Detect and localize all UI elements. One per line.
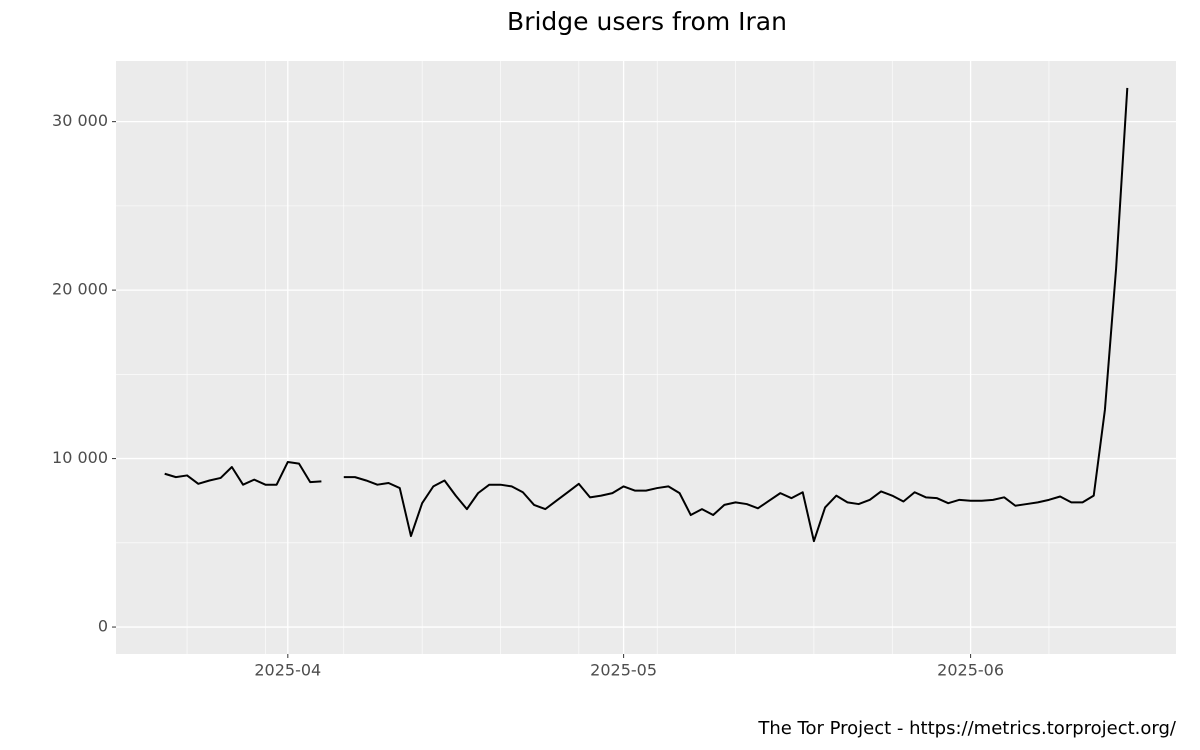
panel [116,61,1176,654]
y-tick-label: 20 000 [52,280,108,299]
x-tick-label: 2025-05 [590,661,657,680]
y-tick-label: 10 000 [52,448,108,467]
data-line [164,87,1129,543]
chart-title: Bridge users from Iran [507,7,787,36]
y-tick-label: 30 000 [52,111,108,130]
caption: The Tor Project - https://metrics.torpro… [757,718,1177,739]
y-tick-label: 0 [98,617,108,636]
x-tick-label: 2025-04 [254,661,321,680]
x-tick-label: 2025-06 [937,661,1004,680]
